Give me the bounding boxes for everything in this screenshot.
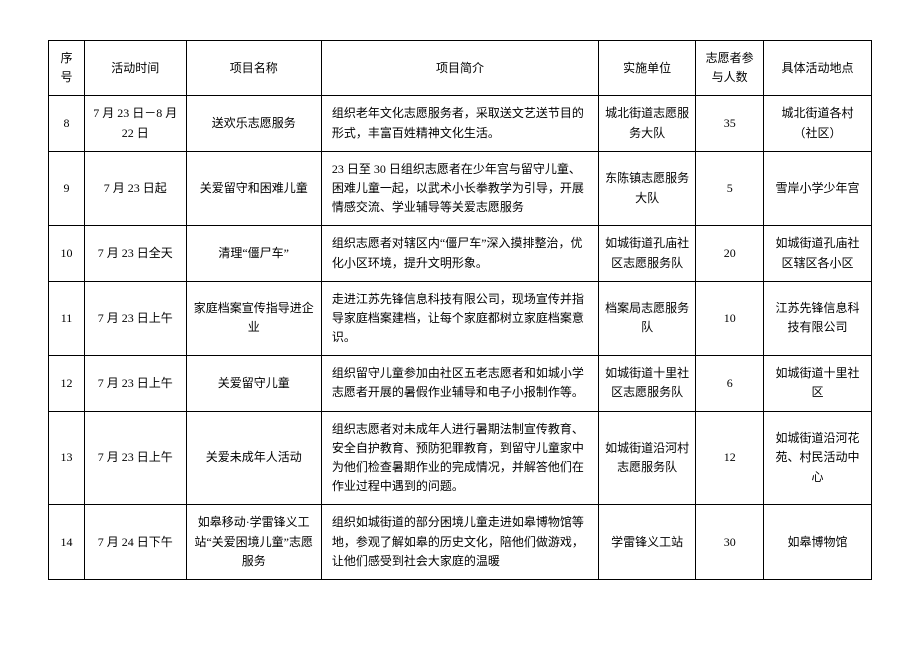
cell-count: 6 [696, 356, 764, 411]
header-location: 具体活动地点 [764, 41, 872, 96]
cell-location: 如皋博物馆 [764, 505, 872, 580]
header-no: 序号 [49, 41, 85, 96]
cell-project: 关爱未成年人活动 [186, 411, 321, 505]
cell-unit: 如城街道沿河村志愿服务队 [599, 411, 696, 505]
cell-time: 7 月 23 日上午 [84, 411, 186, 505]
cell-count: 20 [696, 226, 764, 281]
cell-unit: 学雷锋义工站 [599, 505, 696, 580]
header-time: 活动时间 [84, 41, 186, 96]
cell-time: 7 月 23 日上午 [84, 281, 186, 356]
cell-location: 如城街道沿河花苑、村民活动中心 [764, 411, 872, 505]
cell-count: 12 [696, 411, 764, 505]
cell-no: 10 [49, 226, 85, 281]
cell-count: 10 [696, 281, 764, 356]
cell-desc: 23 日至 30 日组织志愿者在少年宫与留守儿童、困难儿童一起，以武术小长拳教学… [321, 151, 598, 226]
cell-desc: 组织留守儿童参加由社区五老志愿者和如城小学志愿者开展的暑假作业辅导和电子小报制作… [321, 356, 598, 411]
table-row: 87 月 23 日－8 月 22 日送欢乐志愿服务组织老年文化志愿服务者，采取送… [49, 96, 872, 151]
cell-desc: 走进江苏先锋信息科技有限公司，现场宣传并指导家庭档案建档，让每个家庭都树立家庭档… [321, 281, 598, 356]
cell-location: 如城街道孔庙社区辖区各小区 [764, 226, 872, 281]
cell-no: 13 [49, 411, 85, 505]
table-row: 127 月 23 日上午关爱留守儿童组织留守儿童参加由社区五老志愿者和如城小学志… [49, 356, 872, 411]
cell-no: 11 [49, 281, 85, 356]
cell-desc: 组织志愿者对辖区内“僵尸车”深入摸排整治，优化小区环境，提升文明形象。 [321, 226, 598, 281]
cell-time: 7 月 23 日－8 月 22 日 [84, 96, 186, 151]
cell-unit: 城北街道志愿服务大队 [599, 96, 696, 151]
cell-project: 送欢乐志愿服务 [186, 96, 321, 151]
cell-no: 8 [49, 96, 85, 151]
cell-project: 如皋移动·学雷锋义工站“关爱困境儿童”志愿服务 [186, 505, 321, 580]
cell-desc: 组织如城街道的部分困境儿童走进如皋博物馆等地，参观了解如皋的历史文化，陪他们做游… [321, 505, 598, 580]
cell-location: 雪岸小学少年宫 [764, 151, 872, 226]
cell-time: 7 月 23 日起 [84, 151, 186, 226]
activities-table: 序号 活动时间 项目名称 项目简介 实施单位 志愿者参与人数 具体活动地点 87… [48, 40, 872, 580]
cell-no: 12 [49, 356, 85, 411]
header-unit: 实施单位 [599, 41, 696, 96]
table-row: 107 月 23 日全天清理“僵尸车”组织志愿者对辖区内“僵尸车”深入摸排整治，… [49, 226, 872, 281]
cell-unit: 如城街道十里社区志愿服务队 [599, 356, 696, 411]
cell-no: 9 [49, 151, 85, 226]
cell-unit: 如城街道孔庙社区志愿服务队 [599, 226, 696, 281]
cell-count: 5 [696, 151, 764, 226]
cell-location: 如城街道十里社区 [764, 356, 872, 411]
table-header-row: 序号 活动时间 项目名称 项目简介 实施单位 志愿者参与人数 具体活动地点 [49, 41, 872, 96]
header-desc: 项目简介 [321, 41, 598, 96]
cell-count: 30 [696, 505, 764, 580]
cell-project: 关爱留守和困难儿童 [186, 151, 321, 226]
cell-no: 14 [49, 505, 85, 580]
table-body: 87 月 23 日－8 月 22 日送欢乐志愿服务组织老年文化志愿服务者，采取送… [49, 96, 872, 580]
cell-location: 城北街道各村（社区） [764, 96, 872, 151]
cell-time: 7 月 23 日上午 [84, 356, 186, 411]
cell-project: 清理“僵尸车” [186, 226, 321, 281]
cell-unit: 档案局志愿服务队 [599, 281, 696, 356]
cell-count: 35 [696, 96, 764, 151]
table-row: 147 月 24 日下午如皋移动·学雷锋义工站“关爱困境儿童”志愿服务组织如城街… [49, 505, 872, 580]
cell-project: 家庭档案宣传指导进企业 [186, 281, 321, 356]
cell-time: 7 月 23 日全天 [84, 226, 186, 281]
cell-desc: 组织老年文化志愿服务者，采取送文艺送节目的形式，丰富百姓精神文化生活。 [321, 96, 598, 151]
table-row: 117 月 23 日上午家庭档案宣传指导进企业走进江苏先锋信息科技有限公司，现场… [49, 281, 872, 356]
header-project: 项目名称 [186, 41, 321, 96]
cell-project: 关爱留守儿童 [186, 356, 321, 411]
table-row: 97 月 23 日起关爱留守和困难儿童23 日至 30 日组织志愿者在少年宫与留… [49, 151, 872, 226]
cell-unit: 东陈镇志愿服务大队 [599, 151, 696, 226]
cell-desc: 组织志愿者对未成年人进行暑期法制宣传教育、安全自护教育、预防犯罪教育，到留守儿童… [321, 411, 598, 505]
table-row: 137 月 23 日上午关爱未成年人活动组织志愿者对未成年人进行暑期法制宣传教育… [49, 411, 872, 505]
cell-location: 江苏先锋信息科技有限公司 [764, 281, 872, 356]
cell-time: 7 月 24 日下午 [84, 505, 186, 580]
header-count: 志愿者参与人数 [696, 41, 764, 96]
